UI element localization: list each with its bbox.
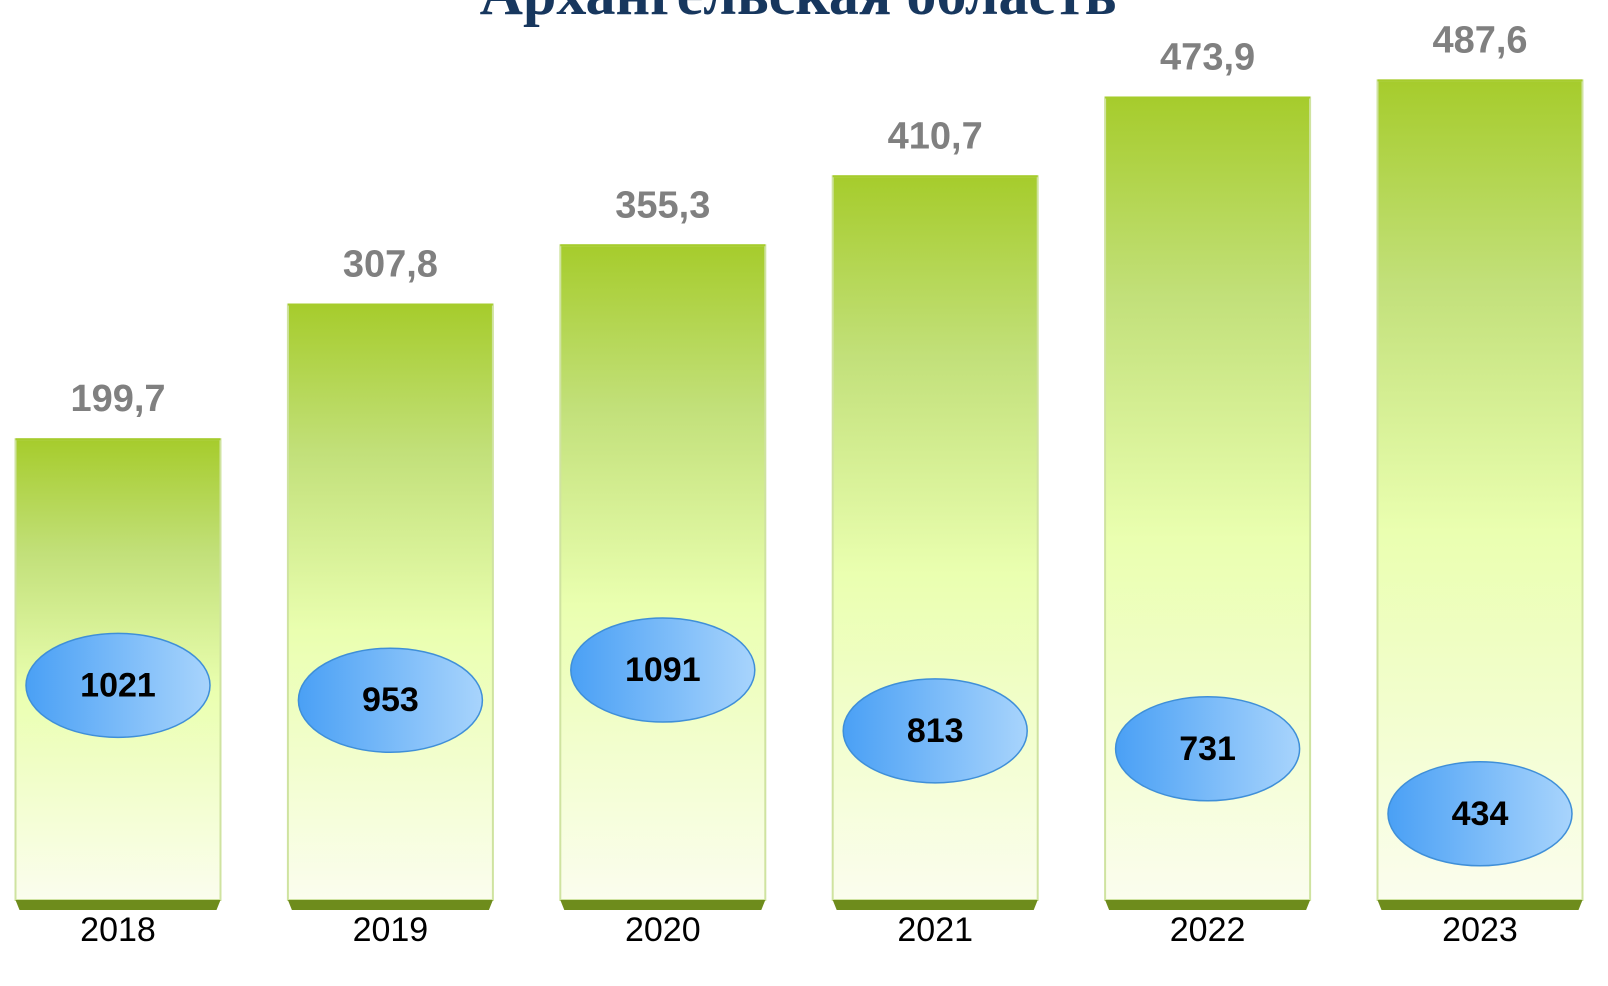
bar-base (1105, 900, 1311, 910)
bar-base (15, 900, 221, 910)
bubble (570, 617, 756, 723)
x-tick-label: 2019 (353, 911, 429, 949)
bubble-label: 953 (362, 681, 419, 719)
x-tick-label: 2023 (1442, 911, 1518, 949)
bar (286, 303, 494, 902)
bubble (842, 678, 1028, 784)
bubble-label: 434 (1452, 795, 1509, 833)
bubble-label: 1021 (80, 666, 156, 704)
bubble-label: 813 (907, 712, 964, 750)
value-label: 199,7 (70, 378, 165, 420)
chart-title: Архангельская область (480, 0, 1117, 27)
bar (559, 244, 767, 901)
bar-base (832, 900, 1038, 910)
bubble-label: 1091 (625, 651, 701, 689)
x-tick-label: 2020 (625, 911, 701, 949)
bubble (297, 647, 484, 753)
bubble (1114, 696, 1301, 802)
value-label: 307,8 (343, 244, 438, 286)
x-tick-label: 2018 (80, 911, 156, 949)
x-tick-label: 2022 (1170, 911, 1246, 949)
value-label: 473,9 (1160, 36, 1255, 78)
bubble (1387, 761, 1573, 867)
value-label: 487,6 (1432, 19, 1527, 61)
value-label: 410,7 (888, 115, 983, 157)
bar-base (287, 900, 493, 910)
bar-base (1377, 900, 1583, 910)
bubble (25, 632, 211, 739)
bar-base (560, 900, 766, 910)
bubble-label: 731 (1179, 730, 1236, 768)
bar (831, 175, 1039, 901)
value-label: 355,3 (615, 184, 710, 226)
x-tick-label: 2021 (897, 911, 973, 949)
